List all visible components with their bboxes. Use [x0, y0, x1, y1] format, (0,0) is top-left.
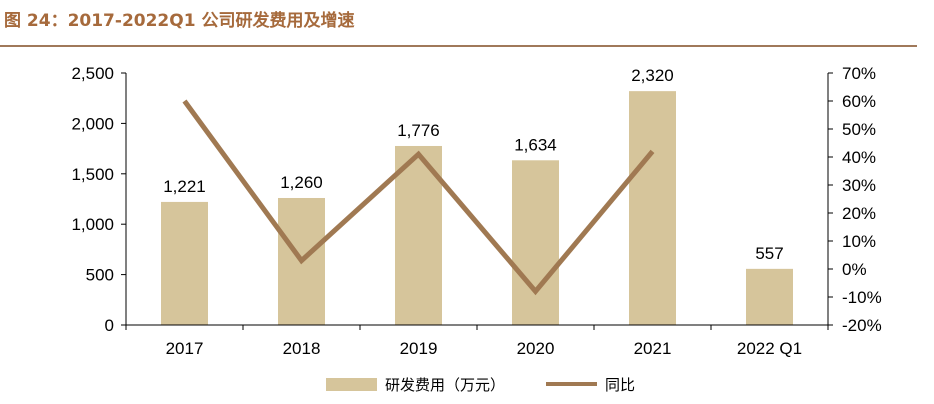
- legend-bar-swatch: [326, 377, 377, 391]
- caption-divider: [0, 45, 917, 47]
- bar-2022-q1: [746, 268, 793, 325]
- x-axis-tick-label: 2021: [634, 339, 672, 358]
- x-axis-tick-label: 2019: [400, 339, 438, 358]
- legend-label-yoy: 同比: [605, 375, 636, 394]
- right-axis-tick-label: 0%: [842, 260, 867, 279]
- legend-label-rd-expense: 研发费用（万元）: [385, 375, 506, 394]
- right-axis-tick-label: -10%: [842, 288, 882, 307]
- data-label: 557: [755, 244, 783, 263]
- x-axis-tick-label: 2018: [283, 339, 321, 358]
- left-axis-tick-label: 0: [105, 316, 114, 335]
- axes-layer: [121, 72, 833, 330]
- bar-2020: [512, 160, 559, 325]
- data-label: 1,260: [280, 173, 323, 192]
- right-axis-tick-label: 70%: [842, 64, 876, 83]
- left-axis-tick-label: 2,500: [71, 64, 114, 83]
- x-axis-tick-label: 2022 Q1: [737, 339, 802, 358]
- data-label: 1,634: [514, 135, 557, 154]
- legend-item-rd-expense: 研发费用（万元）: [326, 372, 505, 396]
- bars-layer: [161, 91, 793, 325]
- x-axis-tick-label: 2020: [517, 339, 555, 358]
- legend: 研发费用（万元） 同比: [0, 372, 934, 396]
- bar-2017: [161, 201, 208, 325]
- left-axis-tick-label: 1,500: [71, 165, 114, 184]
- legend-line-swatch: [546, 382, 597, 386]
- legend-item-yoy: 同比: [546, 372, 635, 396]
- right-axis-tick-label: -20%: [842, 316, 882, 335]
- right-axis-tick-label: 30%: [842, 176, 876, 195]
- data-label: 1,776: [397, 121, 440, 140]
- chart-caption: 图 24：2017-2022Q1 公司研发费用及增速: [4, 11, 355, 31]
- left-axis-tick-label: 500: [86, 266, 114, 285]
- left-axis-tick-label: 2,000: [71, 114, 114, 133]
- data-label: 1,221: [163, 177, 206, 196]
- right-axis-tick-label: 60%: [842, 92, 876, 111]
- left-axis-tick-label: 1,000: [71, 215, 114, 234]
- bar-2021: [629, 91, 676, 325]
- labels-layer: 1,221 1,260 1,776 1,634 2,320 557 0 500 1,000 1,5…: [71, 64, 881, 358]
- right-axis-tick-label: 50%: [842, 120, 876, 139]
- right-axis-tick-label: 40%: [842, 148, 876, 167]
- data-label: 2,320: [631, 66, 674, 85]
- right-axis-tick-label: 20%: [842, 204, 876, 223]
- right-axis-tick-label: 10%: [842, 232, 876, 251]
- x-axis-tick-label: 2017: [166, 339, 204, 358]
- line-layer: [182, 99, 655, 296]
